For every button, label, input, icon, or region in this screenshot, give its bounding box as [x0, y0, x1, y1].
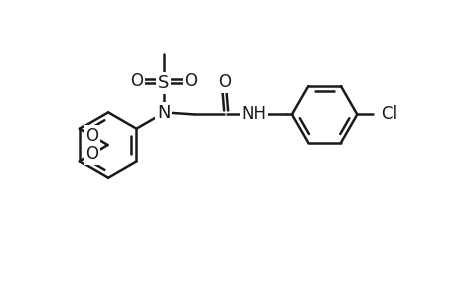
Text: O: O [85, 127, 98, 145]
Text: O: O [184, 72, 197, 90]
Text: O: O [218, 73, 230, 91]
Text: NH: NH [241, 105, 266, 123]
Text: S: S [158, 74, 169, 92]
Text: O: O [130, 72, 143, 90]
Text: N: N [157, 104, 170, 122]
Text: O: O [85, 145, 98, 163]
Text: Cl: Cl [380, 105, 396, 123]
